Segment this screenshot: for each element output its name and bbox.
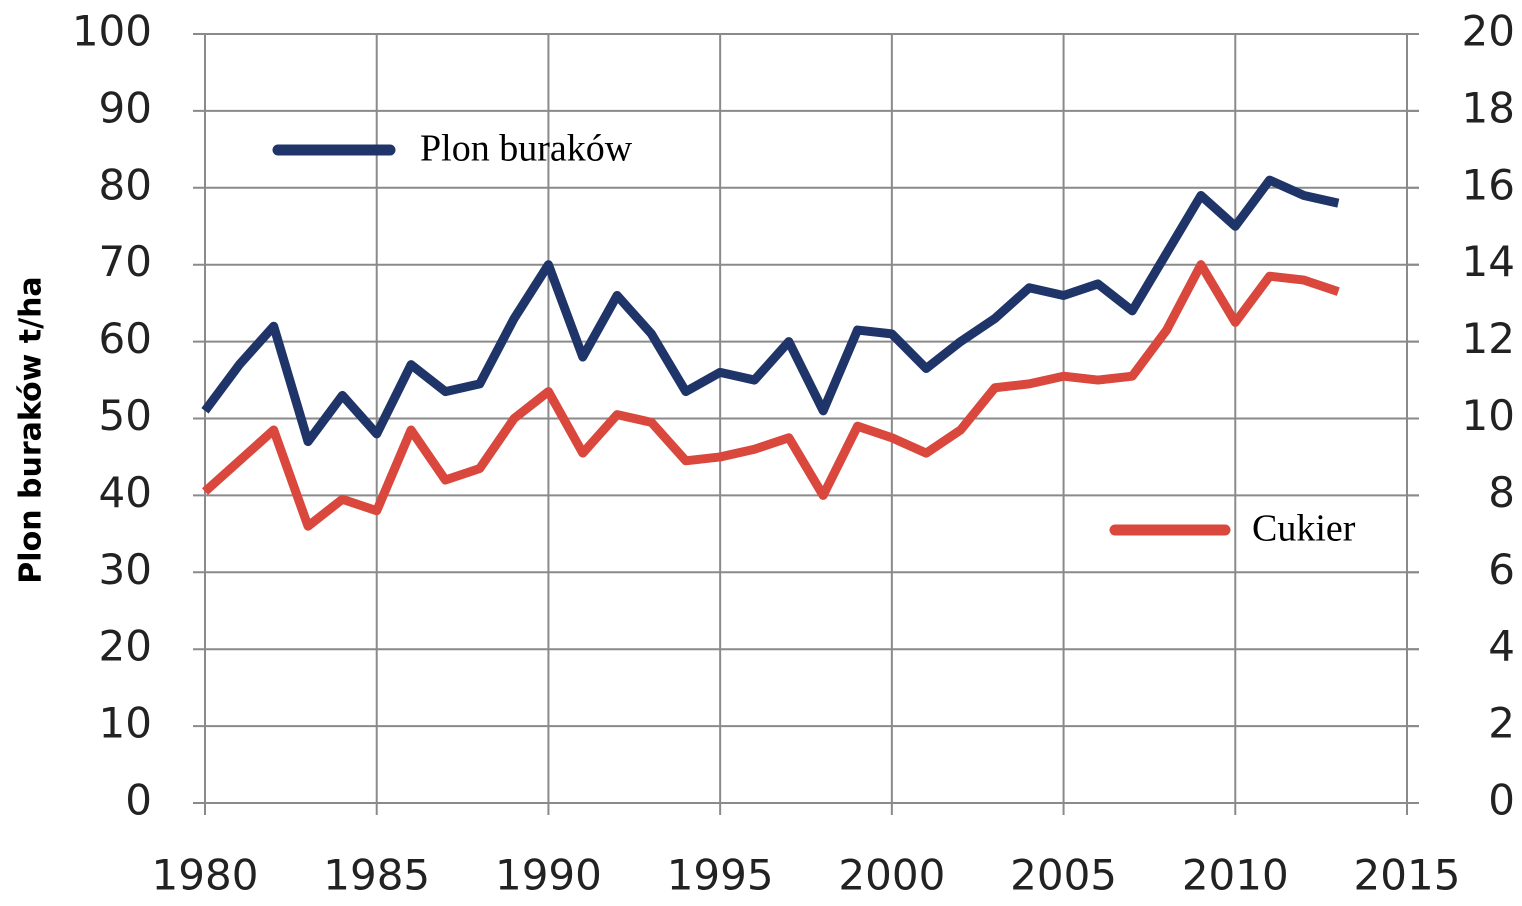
y-tick-label: 50 [99, 391, 152, 440]
x-tick-label: 2010 [1182, 851, 1289, 900]
y-tick-label: 30 [99, 545, 152, 594]
y2-tick-label: 8 [1488, 468, 1515, 517]
x-tick-label: 1995 [667, 851, 774, 900]
x-tick-label: 2000 [838, 851, 945, 900]
y2-tick-label: 12 [1462, 314, 1515, 363]
y2-tick-label: 20 [1462, 7, 1515, 56]
y-tick-label: 10 [99, 699, 152, 748]
y2-tick-label: 4 [1488, 622, 1515, 671]
legend-label: Plon buraków [420, 128, 633, 170]
y-axis-label: Plon buraków t/ha [14, 276, 49, 583]
y-tick-label: 60 [99, 314, 152, 363]
series-line [201, 175, 1340, 447]
x-tick-label: 2015 [1354, 851, 1461, 900]
y2-tick-label: 18 [1462, 83, 1515, 132]
y-tick-label: 20 [99, 622, 152, 671]
y2-tick-label: 2 [1488, 699, 1515, 748]
y2-tick-label: 10 [1462, 391, 1515, 440]
series-line [201, 260, 1340, 531]
x-tick-label: 1985 [323, 851, 430, 900]
y2-tick-label: 0 [1488, 776, 1515, 825]
y-tick-label: 90 [99, 83, 152, 132]
x-tick-label: 2005 [1010, 851, 1117, 900]
y-tick-label: 0 [125, 776, 152, 825]
y-tick-label: 100 [72, 7, 152, 56]
y2-tick-label: 16 [1462, 160, 1515, 209]
y-tick-label: 80 [99, 160, 152, 209]
x-tick-label: 1980 [152, 851, 259, 900]
y2-tick-label: 14 [1462, 237, 1515, 286]
y-tick-label: 70 [99, 237, 152, 286]
legend-label: Cukier [1252, 508, 1356, 550]
y-tick-label: 40 [99, 468, 152, 517]
y2-tick-label: 6 [1488, 545, 1515, 594]
x-tick-label: 1990 [495, 851, 602, 900]
